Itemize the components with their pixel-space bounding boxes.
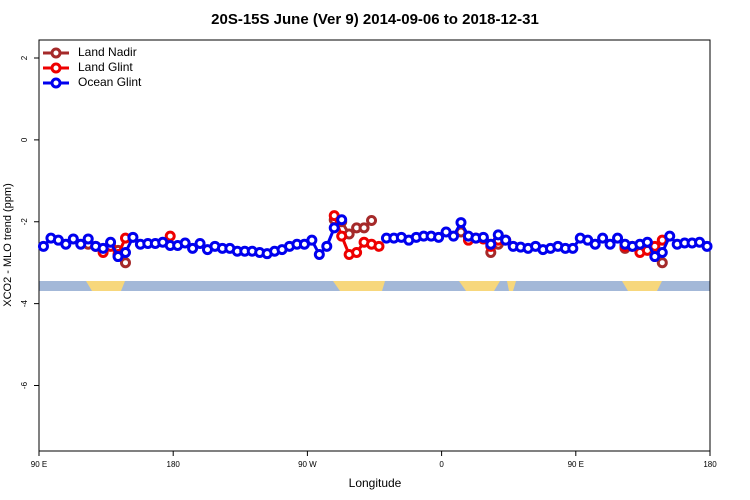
y-axis-label: XCO2 - MLO trend (ppm) <box>2 183 14 306</box>
data-point <box>321 240 333 252</box>
data-point <box>306 234 318 246</box>
data-point <box>194 237 206 249</box>
data-point <box>485 238 497 250</box>
data-point <box>119 257 131 269</box>
data-point <box>612 232 624 244</box>
land-patch <box>333 281 385 291</box>
data-point <box>351 246 363 258</box>
data-point <box>604 238 616 250</box>
legend-marker <box>50 62 62 74</box>
data-point <box>500 234 512 246</box>
legend-marker <box>50 47 62 59</box>
data-point <box>105 236 117 248</box>
data-point <box>75 238 87 250</box>
land-patch <box>622 281 662 291</box>
data-point <box>656 246 668 258</box>
x-tick-label: 90 W <box>298 460 317 469</box>
data-point <box>366 215 378 227</box>
x-tick-label: 90 E <box>568 460 584 469</box>
data-point <box>187 242 199 254</box>
y-tick-label: 2 <box>20 55 29 60</box>
data-point <box>336 230 348 242</box>
data-point <box>97 242 109 254</box>
data-point <box>82 233 94 245</box>
data-point <box>328 222 340 234</box>
data-point <box>448 230 460 242</box>
legend-label: Land Nadir <box>78 45 137 59</box>
data-point <box>358 222 370 234</box>
legend-label: Land Glint <box>78 60 133 74</box>
surface-strip <box>39 281 710 291</box>
x-tick-label: 180 <box>703 460 717 469</box>
y-tick-label: -2 <box>20 218 29 226</box>
data-point <box>701 240 713 252</box>
data-point <box>656 257 668 269</box>
chart-title: 20S-15S June (Ver 9) 2014-09-06 to 2018-… <box>211 11 539 28</box>
data-point <box>336 214 348 226</box>
x-tick-label: 180 <box>167 460 181 469</box>
data-point <box>164 230 176 242</box>
data-point <box>119 246 131 258</box>
data-point <box>664 230 676 242</box>
x-axis-label: Longitude <box>349 476 402 490</box>
land-patch <box>86 281 125 291</box>
data-point <box>589 238 601 250</box>
legend-marker <box>50 77 62 89</box>
land-patch <box>459 281 500 291</box>
x-tick-label: 0 <box>439 460 444 469</box>
data-point <box>179 237 191 249</box>
y-tick-label: 0 <box>20 137 29 142</box>
data-point <box>433 231 445 243</box>
data-point <box>67 233 79 245</box>
y-tick-label: -4 <box>20 300 29 308</box>
data-point <box>477 231 489 243</box>
x-tick-label: 90 E <box>31 460 47 469</box>
data-point <box>597 232 609 244</box>
land-patch <box>507 281 516 291</box>
data-point <box>567 242 579 254</box>
data-point <box>455 217 467 229</box>
data-point <box>373 240 385 252</box>
data-point <box>127 231 139 243</box>
data-point <box>313 249 325 261</box>
data-point <box>60 238 72 250</box>
data-point <box>641 236 653 248</box>
data-point <box>37 240 49 252</box>
data-point <box>492 229 504 241</box>
y-tick-label: -6 <box>20 381 29 389</box>
legend-label: Ocean Glint <box>78 75 142 89</box>
